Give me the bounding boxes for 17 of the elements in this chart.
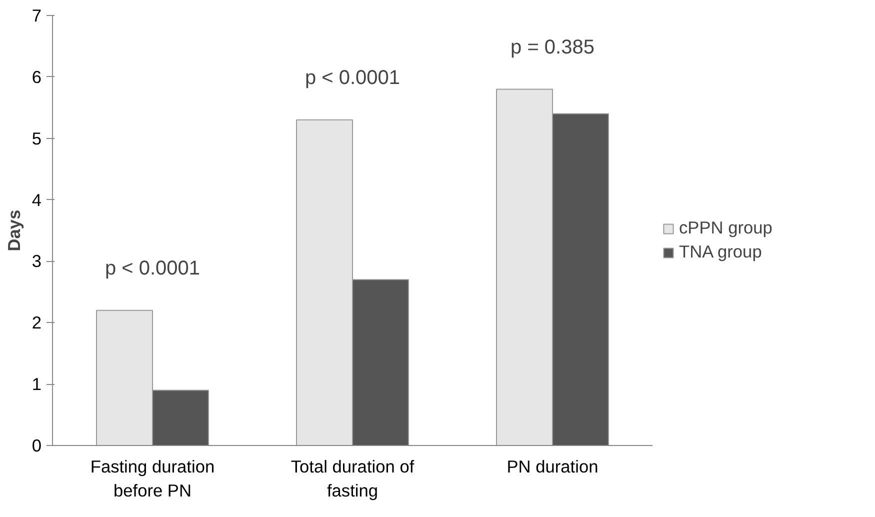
legend-label: TNA group (679, 242, 762, 262)
y-tick-label: 2 (32, 312, 42, 333)
legend-label: cPPN group (679, 218, 772, 238)
annotation: p = 0.385 (510, 36, 594, 58)
y-tick-label: 4 (32, 190, 42, 210)
y-tick-label: 3 (32, 251, 42, 272)
x-tick-label: Fasting duration before PN (90, 456, 215, 500)
y-axis-title: Days (4, 210, 24, 252)
x-tick-label: Total duration of fasting (290, 456, 414, 500)
y-tick-label: 6 (32, 66, 42, 87)
y-tick-label: 0 (32, 436, 42, 456)
x-tick-label: PN duration (506, 456, 598, 476)
y-tick-label: 7 (32, 6, 42, 26)
y-tick-label: 5 (32, 128, 42, 148)
annotation: p < 0.0001 (304, 67, 400, 90)
y-tick-label: 1 (32, 374, 42, 394)
annotation: p < 0.0001 (104, 258, 200, 280)
